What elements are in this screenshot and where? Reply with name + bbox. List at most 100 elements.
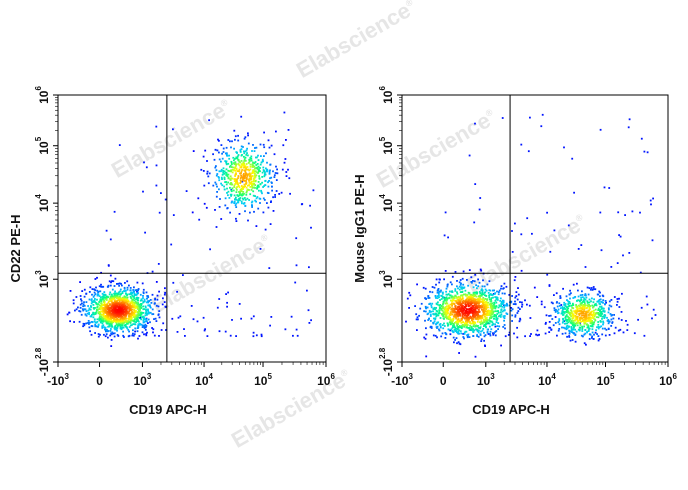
x-tick-label: 103 xyxy=(134,372,152,388)
event-dot xyxy=(501,305,504,308)
event-dot xyxy=(491,294,494,296)
event-dot xyxy=(96,276,98,279)
event-dot xyxy=(102,295,105,298)
event-dot xyxy=(184,335,186,337)
event-dot xyxy=(502,326,505,328)
event-dot xyxy=(283,161,286,164)
event-dot xyxy=(459,313,461,315)
event-dot xyxy=(92,311,94,314)
event-dot xyxy=(254,161,257,163)
event-dot xyxy=(450,322,452,324)
event-dot xyxy=(621,292,623,295)
y-tick-label: -102.8 xyxy=(34,347,52,376)
event-dot xyxy=(265,167,267,170)
event-dot xyxy=(110,300,113,303)
event-dot xyxy=(446,299,448,301)
event-dot xyxy=(583,342,586,345)
event-dot xyxy=(125,301,128,304)
event-dot xyxy=(443,299,446,302)
event-dot xyxy=(572,315,575,318)
event-dot xyxy=(176,331,179,333)
event-dot xyxy=(517,310,520,312)
event-dot xyxy=(143,333,145,336)
event-dot xyxy=(111,312,113,315)
event-dot xyxy=(579,299,582,302)
event-dot xyxy=(100,321,102,323)
event-dot xyxy=(586,323,588,326)
event-dot xyxy=(146,295,149,297)
event-dot xyxy=(97,303,100,306)
event-dot xyxy=(261,171,264,174)
event-dot xyxy=(239,199,241,202)
event-dot xyxy=(256,163,259,165)
event-dot xyxy=(110,332,112,335)
event-dot xyxy=(269,324,271,327)
event-dot xyxy=(224,197,227,200)
event-dot xyxy=(442,306,445,309)
event-dot xyxy=(572,283,575,286)
event-dot xyxy=(559,295,562,297)
event-dot xyxy=(451,300,454,303)
y-tick-label: 105 xyxy=(378,136,396,154)
event-dot xyxy=(454,290,457,292)
event-dot xyxy=(460,322,463,324)
event-dot xyxy=(83,323,86,325)
event-dot xyxy=(519,308,521,310)
event-dot xyxy=(130,319,132,322)
event-dot xyxy=(132,289,135,291)
event-dot xyxy=(452,309,455,312)
event-dot xyxy=(121,316,124,319)
event-dot xyxy=(104,296,107,299)
event-dot xyxy=(605,328,608,331)
event-dot xyxy=(466,297,469,300)
event-dot xyxy=(139,317,142,319)
event-dot xyxy=(131,306,134,309)
event-dot xyxy=(454,313,456,316)
event-dot xyxy=(563,146,565,149)
event-dot xyxy=(550,301,553,304)
event-dot xyxy=(245,191,248,194)
event-dot xyxy=(139,311,142,314)
event-dot xyxy=(95,312,97,315)
event-dot xyxy=(479,321,481,324)
event-dot xyxy=(238,197,240,200)
event-dot xyxy=(235,163,238,166)
event-dot xyxy=(588,303,590,306)
event-dot xyxy=(220,144,223,146)
event-dot xyxy=(545,321,547,324)
event-dot xyxy=(241,202,243,205)
event-dot xyxy=(265,170,268,173)
event-dot xyxy=(233,169,236,172)
event-dot xyxy=(453,297,456,299)
event-dot xyxy=(488,280,491,283)
event-dot xyxy=(116,329,118,332)
event-dot xyxy=(254,199,256,202)
event-dot xyxy=(234,198,236,201)
event-dot xyxy=(576,282,578,285)
event-dot xyxy=(608,300,611,303)
event-dot xyxy=(496,290,498,293)
event-dot xyxy=(579,305,581,307)
event-dot xyxy=(495,314,497,317)
event-dot xyxy=(90,305,92,307)
event-dot xyxy=(528,304,531,307)
event-dot xyxy=(109,284,112,287)
event-dot xyxy=(577,289,579,292)
event-dot xyxy=(622,254,624,257)
event-dot xyxy=(94,293,97,295)
event-dot xyxy=(519,301,521,303)
event-dot xyxy=(131,294,134,297)
event-dot xyxy=(595,304,598,307)
event-dot xyxy=(446,305,448,308)
event-dot xyxy=(463,331,466,334)
event-dot xyxy=(461,309,464,312)
event-dot xyxy=(120,304,123,307)
event-dot xyxy=(596,316,598,318)
event-dot xyxy=(96,321,99,323)
event-dot xyxy=(505,302,508,305)
event-dot xyxy=(494,296,497,298)
event-dot xyxy=(575,330,578,333)
event-dot xyxy=(310,319,312,322)
event-dot xyxy=(418,314,420,317)
event-dot xyxy=(586,300,589,303)
